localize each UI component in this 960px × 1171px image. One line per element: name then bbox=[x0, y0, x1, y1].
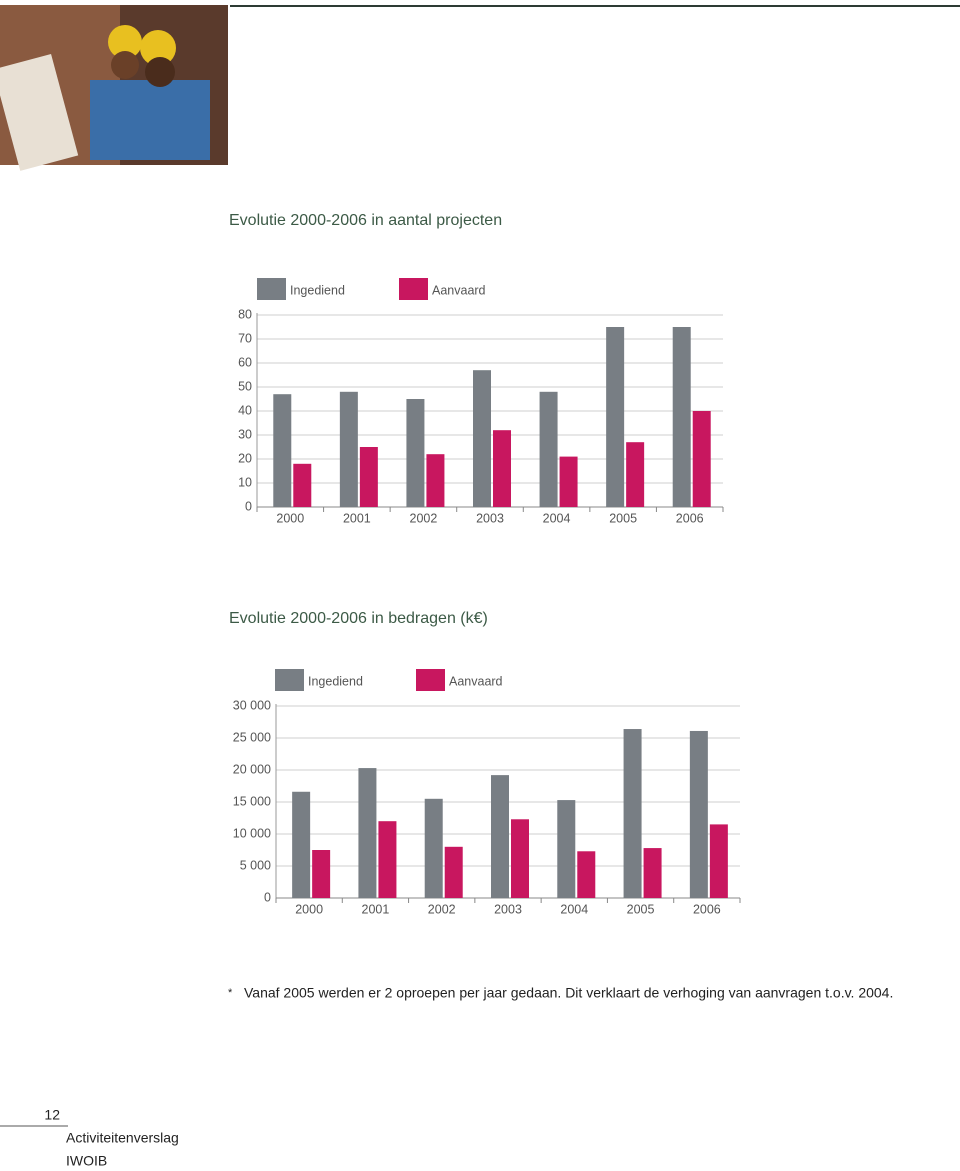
y-tick-label: 0 bbox=[264, 890, 271, 904]
bar bbox=[444, 846, 463, 898]
x-tick-label: 2000 bbox=[295, 902, 323, 916]
bar bbox=[606, 327, 625, 507]
y-tick-label: 0 bbox=[245, 499, 252, 513]
footer-line: Activiteitenverslag bbox=[66, 1130, 179, 1146]
bar bbox=[577, 851, 596, 898]
x-tick-label: 2002 bbox=[410, 511, 438, 525]
y-tick-label: 5 000 bbox=[240, 858, 271, 872]
chart-title: Evolutie 2000-2006 in aantal projecten bbox=[229, 212, 502, 229]
footer-line: IWOIB bbox=[66, 1153, 107, 1169]
footnote-text: Vanaf 2005 werden er 2 oproepen per jaar… bbox=[244, 985, 893, 1001]
legend-swatch bbox=[399, 278, 428, 300]
y-tick-label: 10 bbox=[238, 475, 252, 489]
bar bbox=[273, 394, 292, 507]
x-tick-label: 2002 bbox=[428, 902, 456, 916]
bar bbox=[557, 800, 576, 898]
bar bbox=[339, 391, 358, 507]
y-tick-label: 20 bbox=[238, 451, 252, 465]
bar bbox=[312, 850, 331, 898]
y-tick-label: 60 bbox=[238, 355, 252, 369]
legend-swatch bbox=[257, 278, 286, 300]
x-tick-label: 2000 bbox=[276, 511, 304, 525]
bar bbox=[424, 798, 443, 898]
bar bbox=[692, 411, 711, 507]
footnote-marker: * bbox=[228, 987, 233, 999]
legend-label: Ingediend bbox=[290, 283, 345, 297]
x-tick-label: 2003 bbox=[476, 511, 504, 525]
bar bbox=[473, 370, 491, 507]
y-tick-label: 25 000 bbox=[233, 730, 271, 744]
x-tick-label: 2005 bbox=[609, 511, 637, 525]
y-tick-label: 20 000 bbox=[233, 762, 271, 776]
bar bbox=[511, 819, 529, 898]
x-tick-label: 2005 bbox=[627, 902, 655, 916]
bar bbox=[426, 454, 445, 507]
bar bbox=[491, 775, 509, 898]
bar bbox=[359, 447, 378, 507]
y-tick-label: 30 bbox=[238, 427, 252, 441]
bar bbox=[623, 729, 642, 898]
x-tick-label: 2006 bbox=[676, 511, 704, 525]
chart-title: Evolutie 2000-2006 in bedragen (k€) bbox=[229, 610, 488, 627]
x-tick-label: 2004 bbox=[543, 511, 571, 525]
x-tick-label: 2001 bbox=[343, 511, 371, 525]
y-tick-label: 80 bbox=[238, 307, 252, 321]
bar bbox=[493, 430, 511, 507]
y-tick-label: 40 bbox=[238, 403, 252, 417]
page-number: 12 bbox=[44, 1107, 60, 1123]
legend-swatch bbox=[416, 669, 445, 691]
y-tick-label: 30 000 bbox=[233, 698, 271, 712]
bar bbox=[539, 391, 558, 507]
y-tick-label: 10 000 bbox=[233, 826, 271, 840]
legend-label: Ingediend bbox=[308, 674, 363, 688]
bar bbox=[689, 730, 708, 898]
bar bbox=[358, 768, 377, 898]
legend-swatch bbox=[275, 669, 304, 691]
y-tick-label: 70 bbox=[238, 331, 252, 345]
bar bbox=[672, 327, 691, 507]
bar bbox=[293, 463, 312, 507]
bar bbox=[292, 791, 311, 898]
x-tick-label: 2001 bbox=[362, 902, 390, 916]
x-tick-label: 2006 bbox=[693, 902, 721, 916]
bar bbox=[559, 456, 578, 507]
y-tick-label: 15 000 bbox=[233, 794, 271, 808]
legend-label: Aanvaard bbox=[449, 674, 503, 688]
x-tick-label: 2004 bbox=[560, 902, 588, 916]
bar bbox=[643, 848, 662, 898]
legend-label: Aanvaard bbox=[432, 283, 486, 297]
y-tick-label: 50 bbox=[238, 379, 252, 393]
bar bbox=[406, 399, 425, 507]
bar bbox=[626, 442, 645, 507]
bar bbox=[709, 824, 728, 898]
photo bbox=[0, 5, 228, 171]
x-tick-label: 2003 bbox=[494, 902, 522, 916]
bar bbox=[378, 821, 397, 898]
